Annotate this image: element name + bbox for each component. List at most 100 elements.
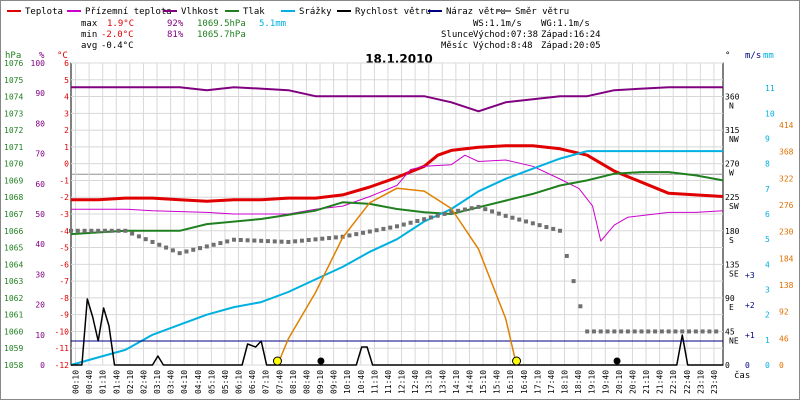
wind-direction-dot [564, 253, 569, 258]
direction-tick-label: 225 [725, 193, 740, 202]
wind-direction-dot [184, 249, 189, 254]
unit-pct: % [39, 51, 45, 61]
x-tick-label: 15:10 [479, 370, 488, 394]
x-tick-label: 14:10 [452, 370, 461, 394]
unit-hpa: hPa [5, 51, 21, 61]
x-tick-label: 18:40 [574, 370, 583, 394]
x-tick-label: 02:40 [139, 370, 148, 394]
wind-direction-dot [714, 329, 719, 334]
direction-tick-label: 0 [725, 361, 730, 370]
wind-direction-dot [279, 239, 284, 244]
wind-direction-dot [639, 329, 644, 334]
wind-direction-dot [204, 244, 209, 249]
direction-compass-label: S [729, 236, 734, 245]
wind-direction-dot [510, 215, 515, 220]
wind-direction-dot [707, 329, 712, 334]
radiation-tick-label: 138 [779, 281, 794, 290]
radiation-tick-label: 276 [779, 201, 794, 210]
x-tick-label: 21:40 [656, 370, 665, 394]
x-tick-label: 19:10 [588, 370, 597, 394]
wind-direction-dot [422, 217, 427, 222]
wind-direction-dot [571, 279, 576, 284]
stats-max-label: max [81, 19, 98, 29]
pressure-tick-label: 1071 [4, 143, 23, 152]
radiation-tick-label: 414 [779, 121, 794, 130]
temp-tick-label: -11 [55, 344, 70, 353]
wind-direction-dot [483, 207, 488, 212]
wind-direction-dot [143, 237, 148, 242]
sunrise-marker [272, 356, 282, 366]
direction-tick-label: 90 [725, 294, 735, 303]
x-tick-label: 06:10 [235, 370, 244, 394]
ground-temperature-line [71, 154, 724, 242]
wind-direction-dot [551, 226, 556, 231]
wind-direction-dot [136, 234, 141, 239]
humidity-tick-label: 0 [40, 361, 45, 370]
unit-deg: ° [725, 51, 730, 61]
stats-min-hum: 81% [167, 30, 184, 40]
stats-max-rain: 5.1mm [259, 19, 286, 29]
wind-direction-dot [245, 238, 250, 243]
x-tick-label: 01:10 [99, 370, 108, 394]
legend-label: Přízemní teplota [85, 7, 172, 17]
temp-tick-label: 3 [64, 109, 69, 118]
sun-rise: Východ:07:38 [473, 30, 538, 40]
x-tick-label: 20:40 [628, 370, 637, 394]
humidity-tick-label: 50 [35, 210, 45, 219]
wind-direction-dot [191, 247, 196, 252]
radiation-tick-label: 368 [779, 148, 794, 157]
moonrise-marker [317, 357, 325, 365]
wind-direction-dot [449, 210, 454, 215]
temp-tick-label: -10 [55, 327, 70, 336]
pressure-tick-label: 1073 [4, 109, 23, 118]
wind-direction-dot [306, 238, 311, 243]
temp-tick-label: -2 [59, 193, 69, 202]
direction-tick-label: 135 [725, 260, 740, 269]
humidity-tick-label: 30 [35, 270, 45, 279]
temp-tick-label: -9 [59, 311, 69, 320]
wind-direction-dot [428, 215, 433, 220]
x-tick-label: 20:10 [615, 370, 624, 394]
legend-label: Srážky [299, 7, 332, 17]
wind-direction-dot [123, 228, 128, 233]
wind-direction-dot [524, 219, 529, 224]
wind-direction-dot [558, 228, 562, 233]
moonset-marker [613, 357, 621, 365]
sun-label: Slunce [441, 30, 474, 40]
wind-tick-label: 0 [745, 361, 750, 370]
stats-panel: max 1.9°C 92% 1069.5hPa 5.1mm min -2.0°C… [81, 19, 286, 51]
wind-direction-dot [578, 304, 583, 309]
x-tick-label: 01:40 [112, 370, 121, 394]
wind-direction-dot [293, 239, 298, 244]
wind-ws: WS:1.1m/s [473, 19, 522, 29]
wind-direction-dot [388, 225, 393, 230]
unit-mm: mm [763, 51, 774, 61]
wind-direction-dot [225, 239, 230, 244]
wind-direction-dot [666, 329, 671, 334]
legend-label: Rychlost větru [355, 7, 431, 17]
x-tick-label: 22:40 [683, 370, 692, 394]
x-tick-label: 18:10 [561, 370, 570, 394]
direction-compass-label: W [729, 169, 734, 178]
temp-tick-label: 6 [64, 59, 69, 68]
temp-tick-label: -1 [59, 176, 69, 185]
wind-direction-dot [605, 329, 610, 334]
wind-direction-dot [272, 239, 277, 244]
wind-wg: WG:1.1m/s [541, 19, 590, 29]
direction-tick-label: 360 [725, 93, 740, 102]
rain-tick-label: 11 [765, 84, 775, 93]
wind-direction-dot [327, 236, 332, 241]
direction-compass-label: NE [729, 336, 739, 345]
radiation-tick-label: 0 [779, 361, 784, 370]
wind-direction-dot [625, 329, 630, 334]
wind-direction-dot [198, 246, 203, 251]
solar-curve [276, 187, 518, 366]
wind-tick-label: +2 [745, 301, 755, 310]
direction-compass-label: SE [729, 269, 739, 278]
humidity-line [71, 86, 723, 113]
x-tick-label: 11:40 [384, 370, 393, 394]
pressure-tick-label: 1070 [4, 160, 23, 169]
wind-direction-dot [659, 329, 664, 334]
wind-direction-dot [687, 329, 692, 334]
